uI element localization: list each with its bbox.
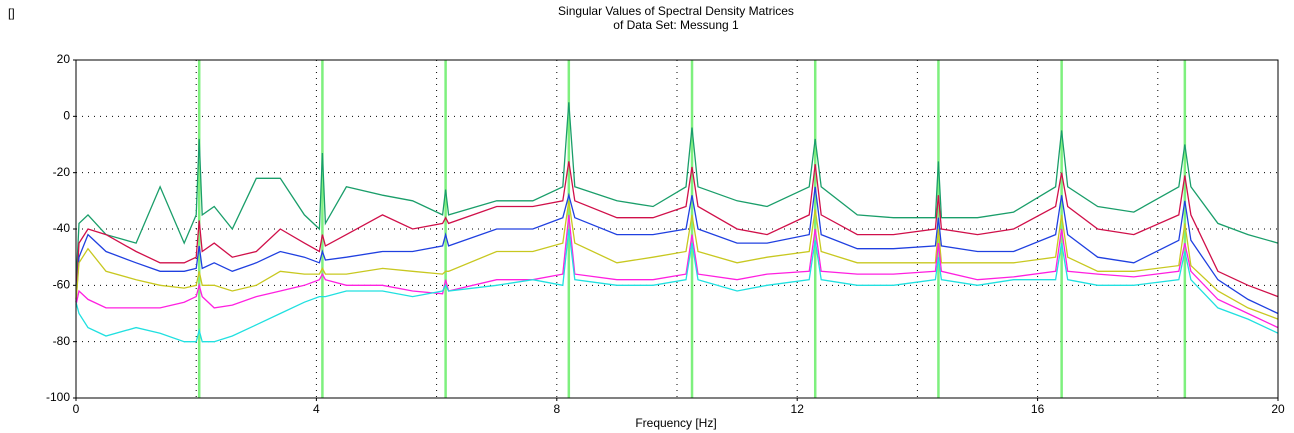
y-tick-label: 0 [63,109,70,123]
y-tick-label: -20 [53,165,71,179]
x-tick-label: 16 [1031,402,1045,416]
x-tick-label: 0 [73,402,80,416]
series-line [75,200,1279,320]
chart-subtitle: of Data Set: Messung 1 [613,18,739,32]
y-tick-label: -60 [53,278,71,292]
x-tick-label: 20 [1271,402,1285,416]
x-tick-label: 8 [553,402,560,416]
series-line [75,228,1279,343]
y-tick-label: 20 [57,52,71,66]
corner-label: [] [8,6,15,20]
x-tick-label: 4 [313,402,320,416]
y-tick-label: -80 [53,334,71,348]
x-tick-label: 12 [791,402,805,416]
series-line [75,161,1279,300]
plot-frame [75,59,1279,399]
chart-title: Singular Values of Spectral Density Matr… [558,4,794,18]
series-line [75,102,1279,286]
y-tick-label: -100 [46,390,70,404]
series-line [75,214,1279,329]
y-tick-label: -40 [53,221,71,235]
series-line [75,186,1279,315]
x-axis-label: Frequency [Hz] [635,416,716,430]
